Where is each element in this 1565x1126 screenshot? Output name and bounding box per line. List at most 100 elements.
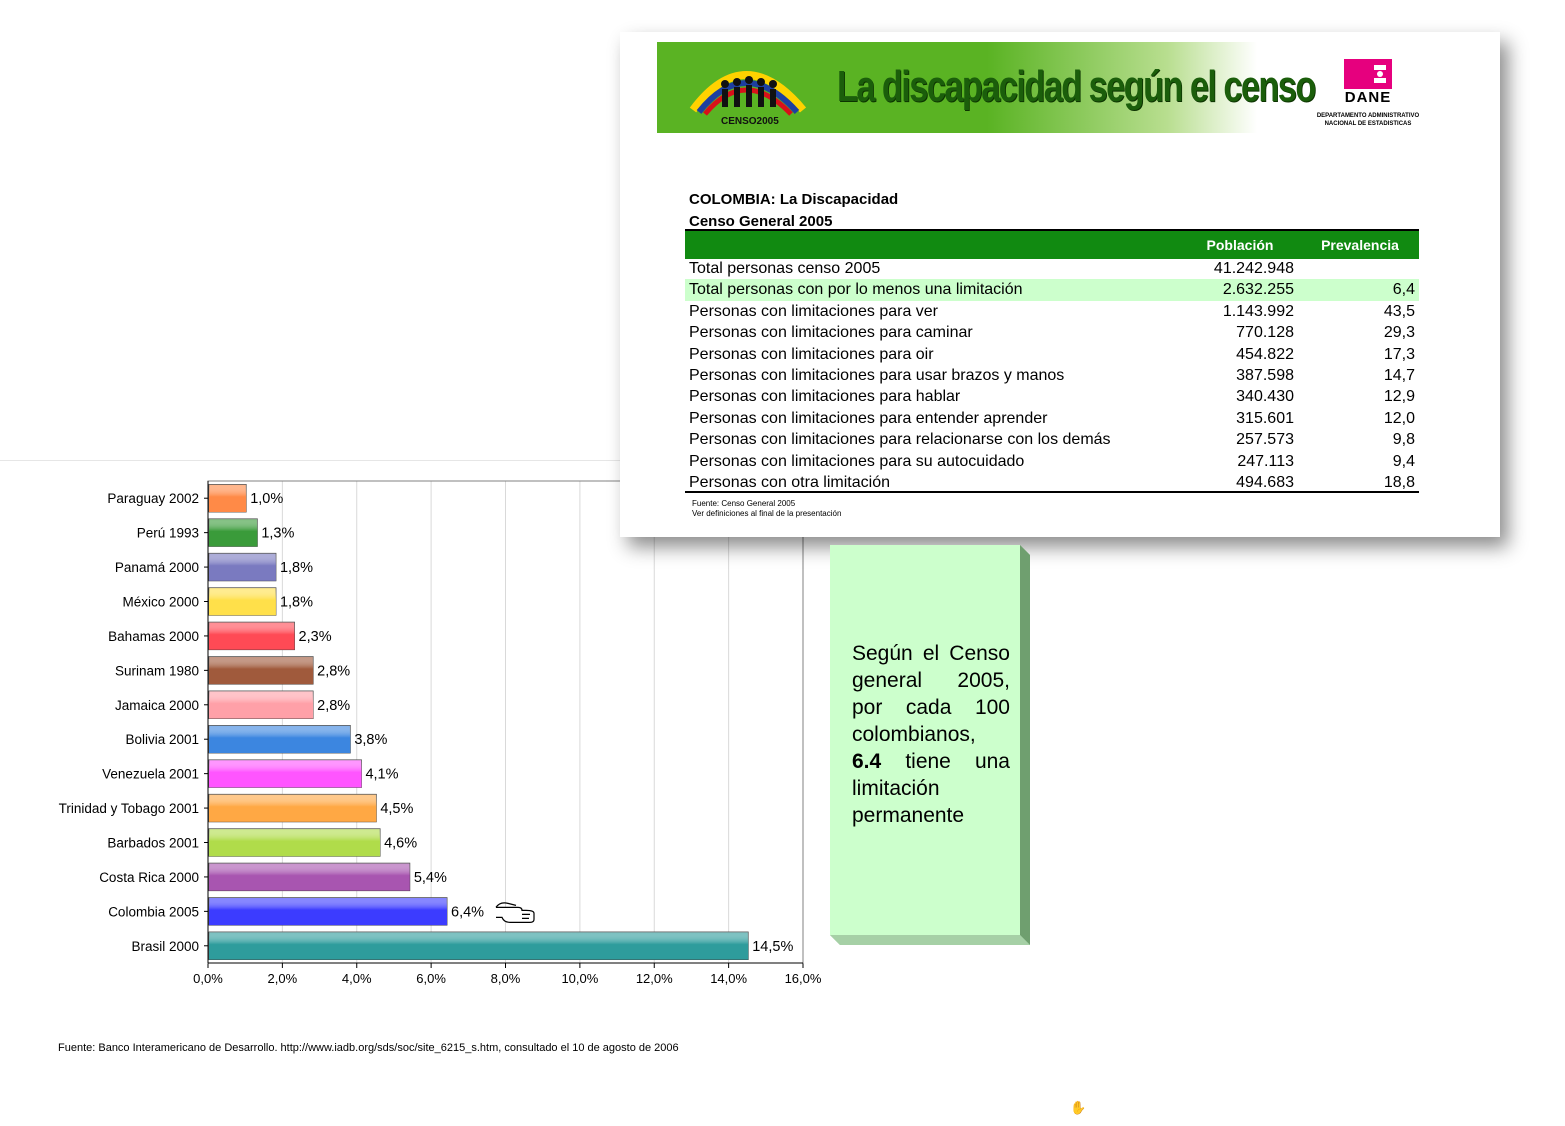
category-label: Colombia 2005 [108, 904, 199, 919]
bar-shine [209, 828, 381, 857]
dane-name: DANE [1344, 89, 1392, 106]
table-footnote-line-2: Ver definiciones al final de la presenta… [692, 509, 842, 518]
row-prevalencia: 9,8 [1392, 431, 1415, 449]
slide-banner: CENSO2005 La discapacidad según el censo [657, 42, 1316, 133]
header-prevalencia: Prevalencia [1321, 237, 1399, 253]
row-poblacion: 340.430 [1236, 388, 1294, 406]
bar-shine [209, 622, 295, 650]
x-tick-label: 12,0% [636, 971, 673, 986]
value-label: 4,5% [380, 801, 413, 817]
section-divider [0, 460, 640, 461]
row-poblacion: 494.683 [1236, 473, 1294, 491]
value-label: 2,8% [317, 698, 350, 714]
dane-logo: DANE DEPARTAMENTO ADMINISTRATIVO NACIONA… [1317, 57, 1460, 137]
value-label: 2,8% [317, 663, 350, 679]
hand-cursor-icon: ✋ [1070, 1100, 1087, 1115]
x-tick-label: 16,0% [785, 971, 822, 986]
value-label: 4,1% [365, 767, 398, 783]
row-poblacion: 315.601 [1236, 409, 1294, 427]
category-label: México 2000 [122, 595, 199, 610]
table-row: Total personas con por lo menos una limi… [685, 279, 1419, 301]
table-row: Personas con limitaciones para su autocu… [685, 451, 1419, 472]
bar-shine [209, 518, 258, 547]
row-prevalencia: 17,3 [1383, 345, 1415, 363]
dane-subtitle-line-1: DEPARTAMENTO ADMINISTRATIVO [1316, 113, 1420, 119]
category-label: Bolivia 2001 [125, 732, 199, 747]
table-row: Total personas censo 2005 41.242.948 [685, 258, 1419, 279]
value-label: 1,8% [280, 560, 313, 576]
category-label: Perú 1993 [137, 526, 199, 541]
row-label: Total personas censo 2005 [689, 260, 881, 277]
x-tick-label: 8,0% [491, 971, 521, 986]
category-label: Paraguay 2002 [107, 491, 199, 506]
row-poblacion: 1.143.992 [1222, 302, 1294, 320]
row-label: Personas con limitaciones para usar braz… [689, 366, 1065, 384]
value-label: 1,3% [261, 526, 294, 542]
bar-shine [209, 897, 447, 926]
row-label: Personas con limitaciones para caminar [689, 324, 973, 342]
table-title-line-2: Censo General 2005 [689, 213, 833, 230]
row-prevalencia: 9,4 [1392, 452, 1415, 470]
table-row: Personas con limitaciones para hablar 340… [685, 386, 1419, 407]
bar-shine [209, 794, 377, 822]
x-tick-label: 6,0% [416, 971, 446, 986]
row-prevalencia: 12,9 [1383, 388, 1415, 406]
bar-chart: 0,0% 2,0% 4,0% 6,0% 8,0% 10,0% 12,0% 14,0% 16,0%… [59, 480, 822, 986]
bar-shine [209, 932, 749, 960]
x-tick-label: 0,0% [193, 971, 223, 986]
bar-shine [209, 759, 362, 788]
value-label: 4,6% [384, 836, 417, 852]
category-label: Brasil 2000 [131, 939, 199, 954]
callout-text-before: Según el Censo general 2005, por cada 10… [852, 642, 1010, 746]
row-poblacion: 770.128 [1236, 324, 1294, 342]
row-prevalencia: 14,7 [1383, 366, 1415, 384]
table-bottom-rule [685, 491, 1419, 493]
chart-source-footer: Fuente: Banco Interamericano de Desarrol… [58, 1042, 679, 1054]
row-label: Personas con limitaciones para entender … [689, 409, 1048, 427]
row-poblacion: 2.632.255 [1222, 281, 1294, 299]
row-prevalencia: 6,4 [1392, 281, 1415, 299]
category-label: Trinidad y Tobago 2001 [59, 801, 199, 816]
bar-shine [209, 863, 410, 891]
category-label: Panamá 2000 [115, 560, 199, 575]
callout-text-after: tiene una limitación permanente [852, 750, 1010, 827]
x-tick-label: 4,0% [342, 971, 372, 986]
table-footnote-line-1: Fuente: Censo General 2005 [692, 499, 796, 508]
row-prevalencia: 29,3 [1383, 324, 1415, 342]
callout-box [830, 545, 1030, 945]
value-label: 14,5% [752, 939, 793, 955]
dane-subtitle: DEPARTAMENTO ADMINISTRATIVO NACIONAL DE … [1296, 112, 1440, 128]
table-header: Población Prevalencia [685, 229, 1419, 259]
row-label: Personas con limitaciones para relaciona… [689, 431, 1111, 449]
bar-shine [209, 587, 276, 616]
category-label: Jamaica 2000 [115, 698, 199, 713]
callout-bold-value: 6.4 [852, 750, 882, 773]
value-label: 1,8% [280, 595, 313, 611]
value-label: 6,4% [451, 904, 484, 920]
bar-shine [209, 656, 314, 685]
table-row: Personas con limitaciones para usar braz… [685, 365, 1419, 386]
dane-logo-mark [1344, 59, 1392, 89]
table-body: Total personas censo 2005 41.242.948 Total… [685, 258, 1419, 493]
row-label: Personas con limitaciones para hablar [689, 388, 961, 406]
bar-shine [209, 725, 351, 753]
table-row: Personas con limitaciones para oir 454.82… [685, 344, 1419, 365]
censo-logo: CENSO2005 [689, 71, 807, 127]
table-row: Personas con limitaciones para ver 1.143.… [685, 301, 1419, 322]
category-label: Costa Rica 2000 [99, 870, 199, 885]
table-title: COLOMBIA: La Discapacidad Censo General … [689, 189, 898, 233]
row-poblacion: 454.822 [1236, 345, 1294, 363]
row-poblacion: 41.242.948 [1213, 260, 1294, 277]
value-label: 1,0% [250, 491, 283, 507]
censo-logo-text: CENSO2005 [721, 116, 779, 127]
category-label: Venezuela 2001 [102, 767, 199, 782]
row-label: Personas con otra limitación [689, 473, 890, 491]
bar-shine [209, 484, 247, 512]
category-label: Bahamas 2000 [108, 629, 199, 644]
table-footnote: Fuente: Censo General 2005 Ver definicio… [692, 499, 841, 519]
header-poblacion: Población [1206, 237, 1274, 253]
x-tick-label: 14,0% [710, 971, 747, 986]
category-label: Surinam 1980 [115, 663, 199, 678]
row-prevalencia: 43,5 [1383, 302, 1415, 320]
value-label: 3,8% [354, 732, 387, 748]
